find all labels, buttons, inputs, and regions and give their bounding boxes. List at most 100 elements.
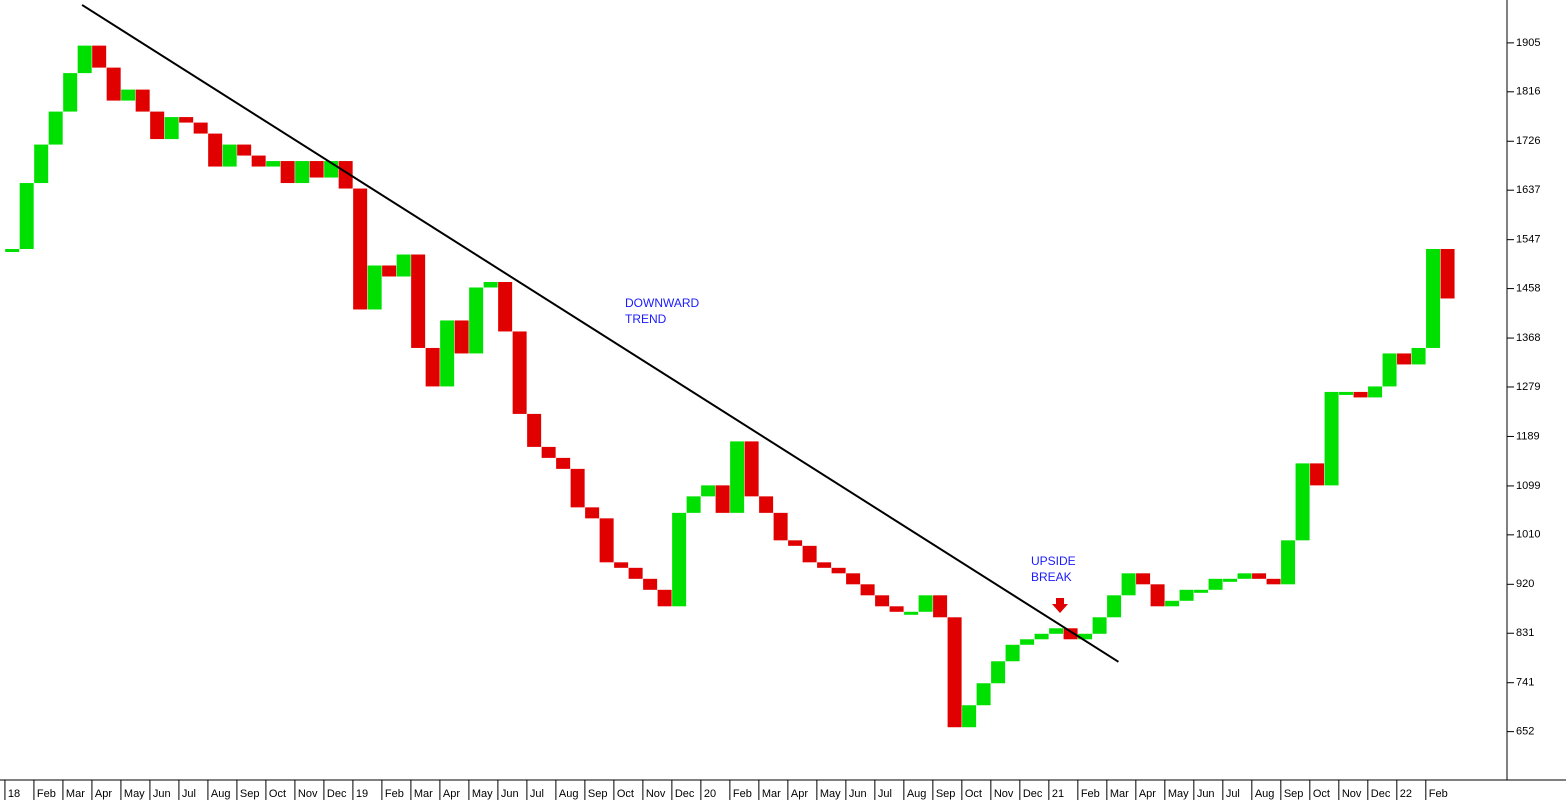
price-bar [875,595,890,607]
price-bar [121,89,136,101]
x-tick-label: Jun [849,788,867,800]
price-bar [686,496,701,513]
price-bar [19,183,34,250]
price-bar [585,507,600,519]
x-tick-label: Dec [327,788,347,800]
price-bar [1252,573,1267,579]
annotation: BREAK [1031,570,1072,584]
price-bar [947,617,962,728]
y-tick-label: 1547 [1516,234,1540,246]
price-bar [715,485,730,513]
price-bar [1397,353,1412,365]
price-bar [237,144,252,156]
price-bar [382,265,397,277]
x-tick-label: Nov [1342,788,1362,800]
price-bar [135,89,150,112]
x-tick-label: Mar [414,788,433,800]
price-bar [817,562,832,568]
price-bar [628,567,643,579]
price-bar [1136,573,1151,585]
price-bar [208,133,223,167]
x-tick-label: Nov [994,788,1014,800]
x-tick-label: Dec [1023,788,1043,800]
x-tick-label: Sep [936,788,956,800]
x-tick-label: Mar [762,788,781,800]
x-tick-label: Feb [1429,788,1448,800]
price-bar [1426,249,1441,348]
price-bar [1121,573,1136,596]
price-bar [469,287,484,354]
x-tick-label: Oct [617,788,634,800]
price-bar [1223,578,1238,582]
x-tick-label: Jul [878,788,892,800]
y-tick-label: 1099 [1516,480,1540,492]
x-tick-label: Apr [443,788,460,800]
price-bar [106,67,121,101]
y-tick-label: 1368 [1516,332,1540,344]
price-bar [338,161,353,189]
x-tick-label: Feb [385,788,404,800]
price-bar [1107,595,1122,618]
price-bar [1049,628,1064,634]
annotation: UPSIDE [1031,554,1076,568]
price-bar [933,595,948,618]
x-tick-label: 18 [8,788,20,800]
price-bar [1382,353,1397,387]
price-bar [454,320,469,354]
x-tick-label: Apr [791,788,808,800]
price-bar [498,281,513,332]
x-tick-label: Feb [733,788,752,800]
y-tick-label: 1816 [1516,86,1540,98]
x-tick-label: Dec [1371,788,1391,800]
price-bar [904,611,919,615]
price-bar [280,161,295,184]
annotation: DOWNWARD [625,296,700,310]
y-tick-label: 1279 [1516,381,1540,393]
x-tick-label: Jul [530,788,544,800]
price-bar [1368,386,1383,398]
y-tick-label: 1905 [1516,37,1540,49]
price-bar [541,446,556,458]
price-bar [411,254,426,348]
price-bar [1092,617,1107,634]
x-tick-label: Feb [1081,788,1100,800]
price-bar [1353,391,1368,398]
price-bar [440,320,455,387]
price-bar [672,512,687,607]
trend-line [81,4,1119,663]
price-bar [512,331,527,414]
price-bar [991,661,1006,684]
price-bar [179,117,194,123]
price-bar [5,249,20,253]
price-bar [918,595,933,612]
y-tick-label: 831 [1516,627,1534,639]
x-tick-label: Nov [298,788,318,800]
price-bar [730,441,745,513]
y-tick-label: 741 [1516,677,1534,689]
price-bar [396,254,411,277]
price-bar [889,606,904,612]
price-bar [1179,589,1194,601]
x-tick-label: Apr [1139,788,1156,800]
x-tick-label: Aug [907,788,927,800]
price-bar [222,144,237,167]
y-tick-label: 1189 [1516,430,1540,442]
y-tick-label: 1010 [1516,529,1540,541]
price-bar [63,73,78,112]
price-bar [643,578,658,590]
price-bar [1324,391,1339,486]
price-bar [164,117,179,140]
x-tick-label: Dec [675,788,695,800]
price-bar [1440,249,1455,299]
x-tick-label: Sep [240,788,260,800]
price-bar [759,496,774,513]
x-tick-label: May [472,788,493,800]
price-bar [251,155,266,167]
x-tick-label: Mar [1110,788,1129,800]
y-tick-label: 920 [1516,578,1534,590]
price-bar [1237,573,1252,579]
y-tick-label: 1458 [1516,282,1540,294]
price-bar [92,45,107,68]
price-bar [1310,463,1325,486]
